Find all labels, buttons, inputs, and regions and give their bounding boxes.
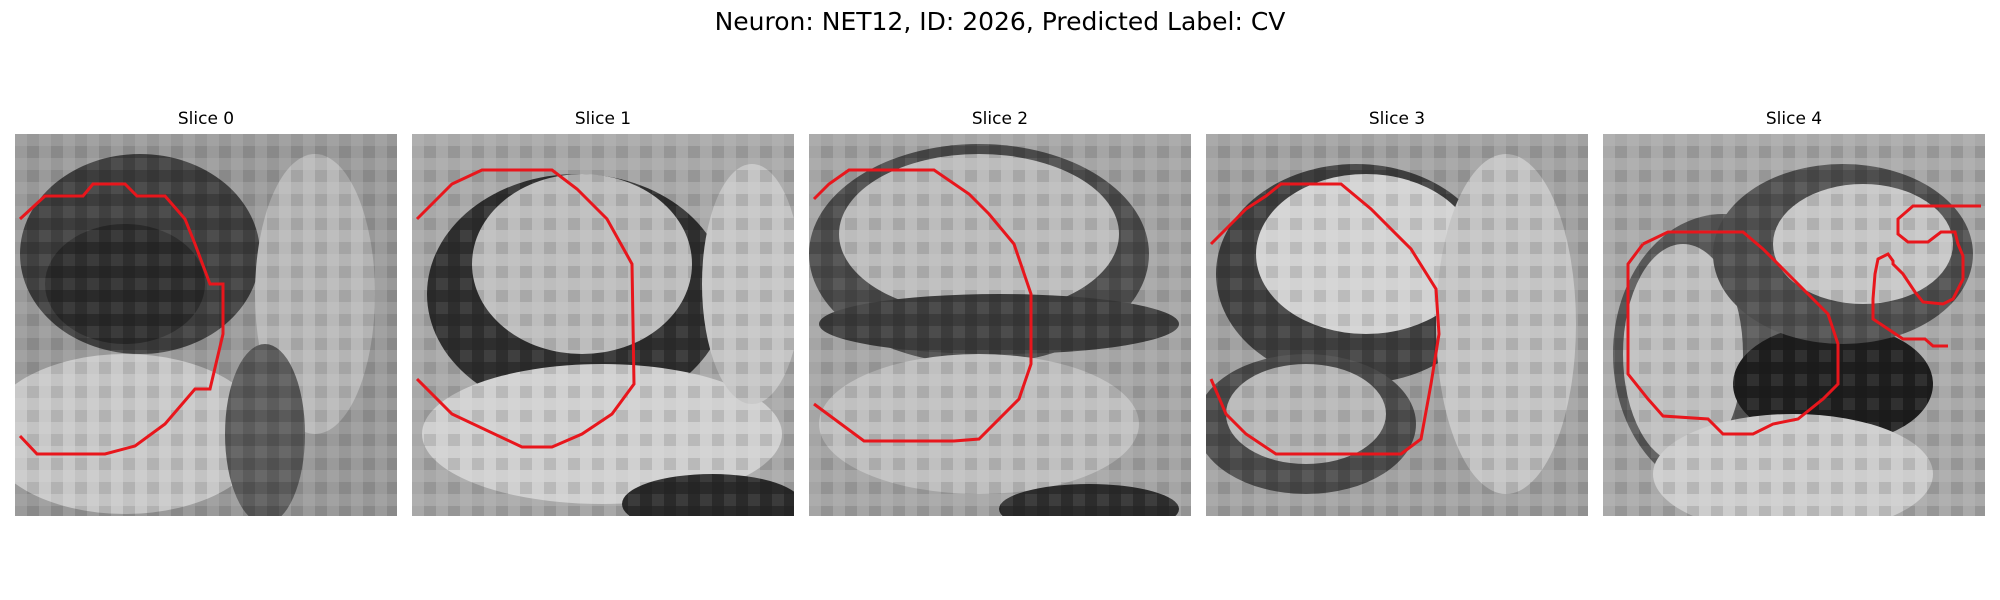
slice-0-title: Slice 0 bbox=[177, 109, 235, 129]
contour-line bbox=[1871, 204, 1981, 348]
slice-1-title: Slice 1 bbox=[574, 109, 632, 129]
contour-line bbox=[415, 168, 636, 449]
slice-panel-3: Slice 3 bbox=[1206, 108, 1588, 516]
contour-line bbox=[18, 182, 225, 456]
contour-line bbox=[1209, 182, 1441, 456]
slice-4-title: Slice 4 bbox=[1765, 109, 1823, 129]
slice-panel-4: Slice 4 bbox=[1603, 108, 1985, 516]
contour-line bbox=[1626, 230, 1840, 436]
slice-panel-0: Slice 0 bbox=[15, 108, 397, 516]
slice-0-image bbox=[15, 134, 397, 516]
slice-4-image bbox=[1603, 134, 1985, 516]
slice-3-image bbox=[1206, 134, 1588, 516]
slice-1-image bbox=[412, 134, 794, 516]
slice-panel-1: Slice 1 bbox=[412, 108, 794, 516]
figure-title: Neuron: NET12, ID: 2026, Predicted Label… bbox=[714, 7, 1286, 36]
contour-line bbox=[812, 168, 1033, 443]
slice-2-title: Slice 2 bbox=[971, 109, 1029, 129]
slice-panel-2: Slice 2 bbox=[809, 108, 1191, 516]
slice-3-title: Slice 3 bbox=[1368, 109, 1426, 129]
slice-2-image bbox=[809, 134, 1191, 516]
